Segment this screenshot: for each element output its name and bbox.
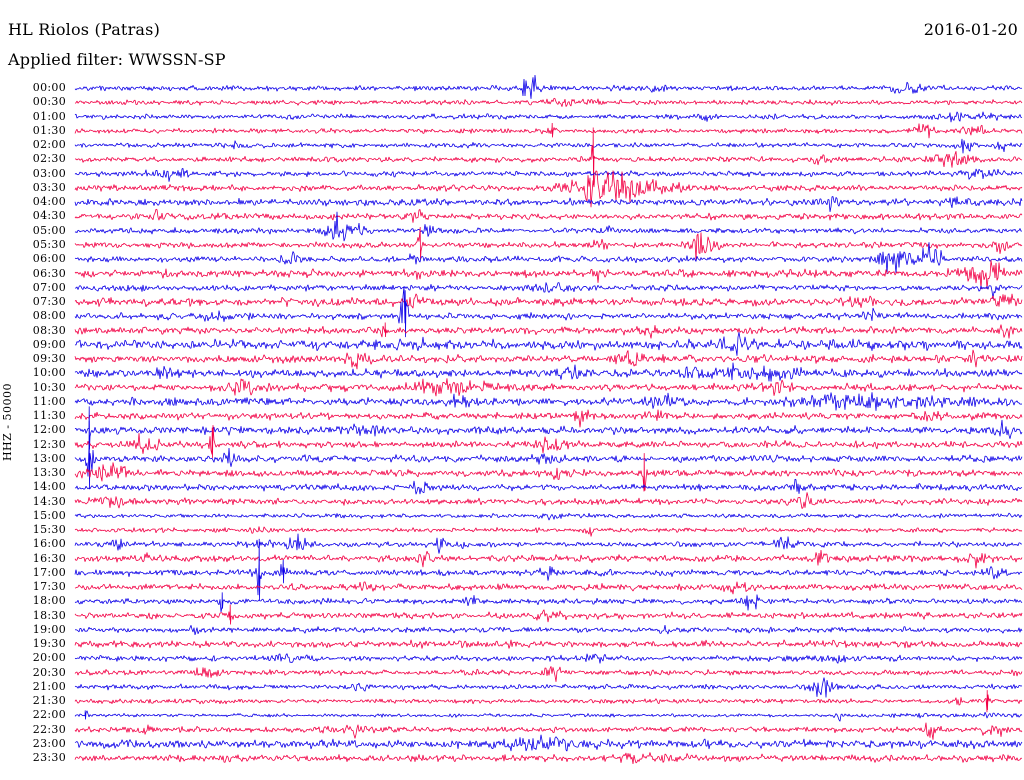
time-label: 16:00 [32, 537, 66, 551]
applied-filter-label: Applied filter: WWSSN-SP [8, 50, 226, 69]
time-label: 18:00 [32, 594, 66, 608]
time-label: 19:30 [32, 637, 66, 651]
time-label: 15:30 [32, 523, 66, 537]
time-label: 04:30 [32, 209, 66, 223]
time-label: 11:00 [32, 394, 66, 408]
time-label: 05:00 [32, 223, 66, 237]
time-label: 22:00 [32, 708, 66, 722]
time-label: 05:30 [32, 237, 66, 251]
time-label: 16:30 [32, 551, 66, 565]
time-axis: 00:00 00:30 01:00 01:30 02:00 02:30 03:00 03:30… [0, 0, 66, 780]
time-label: 03:30 [32, 180, 66, 194]
time-label: 00:00 [32, 81, 66, 95]
time-label: 01:30 [32, 123, 66, 137]
time-label: 11:30 [32, 409, 66, 423]
time-label: 21:30 [32, 694, 66, 708]
station-title: HL Riolos (Patras) [8, 20, 161, 39]
time-label: 06:30 [32, 266, 66, 280]
time-label: 13:00 [32, 451, 66, 465]
time-label: 03:00 [32, 166, 66, 180]
time-label: 12:30 [32, 437, 66, 451]
time-label: 10:00 [32, 366, 66, 380]
time-label: 01:00 [32, 109, 66, 123]
time-label: 09:00 [32, 337, 66, 351]
time-label: 22:30 [32, 722, 66, 736]
time-label: 17:30 [32, 580, 66, 594]
time-label: 20:30 [32, 665, 66, 679]
time-label: 02:30 [32, 152, 66, 166]
time-label: 08:00 [32, 309, 66, 323]
time-label: 14:00 [32, 480, 66, 494]
time-label: 07:00 [32, 280, 66, 294]
time-label: 08:30 [32, 323, 66, 337]
time-label: 09:30 [32, 352, 66, 366]
time-label: 06:00 [32, 252, 66, 266]
time-label: 18:30 [32, 608, 66, 622]
time-label: 21:00 [32, 679, 66, 693]
time-label: 02:00 [32, 138, 66, 152]
time-label: 20:00 [32, 651, 66, 665]
time-label: 13:30 [32, 466, 66, 480]
time-label: 15:00 [32, 508, 66, 522]
time-label: 14:30 [32, 494, 66, 508]
time-label: 10:30 [32, 380, 66, 394]
time-label: 12:00 [32, 423, 66, 437]
time-label: 07:30 [32, 294, 66, 308]
date-label: 2016-01-20 [923, 20, 1018, 39]
time-label: 17:00 [32, 565, 66, 579]
time-label: 19:00 [32, 622, 66, 636]
time-label: 00:30 [32, 95, 66, 109]
time-label: 04:00 [32, 195, 66, 209]
time-label: 23:30 [32, 751, 66, 765]
time-label: 23:00 [32, 736, 66, 750]
